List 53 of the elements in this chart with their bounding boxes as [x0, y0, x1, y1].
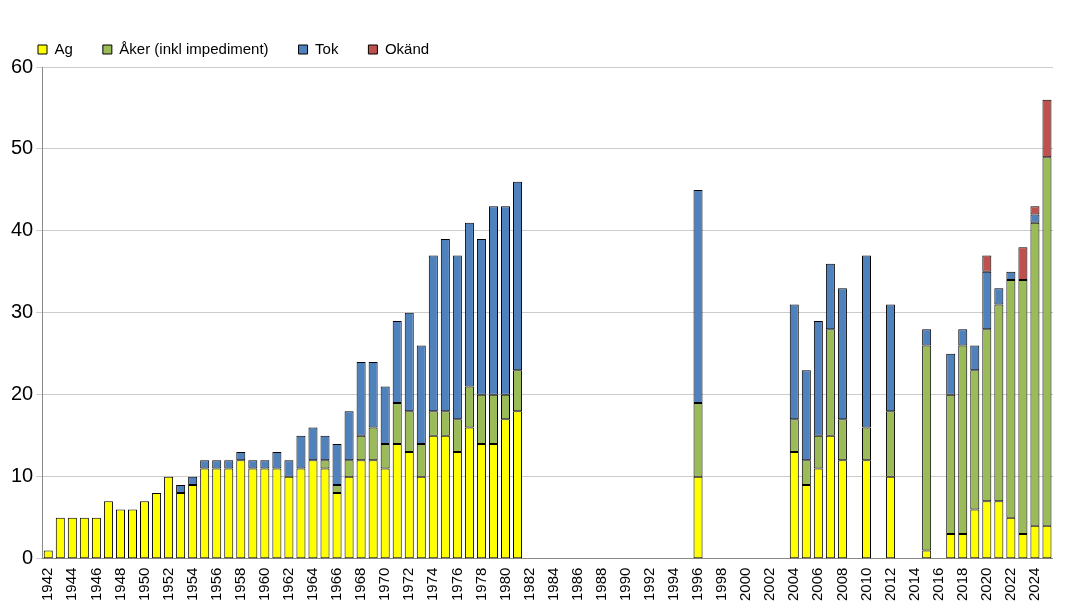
- x-tick-label: 1948: [110, 567, 128, 602]
- y-tick-label: 50: [11, 136, 34, 159]
- x-tick-label: 1944: [62, 567, 80, 602]
- x-tick-label: 2006: [808, 567, 826, 602]
- x-tick-label: 1958: [230, 567, 248, 602]
- x-tick-label: 2008: [832, 567, 850, 602]
- x-tick-label: 1986: [567, 567, 585, 602]
- x-tick-label: 2000: [736, 567, 754, 602]
- x-tick-label: 1954: [182, 567, 200, 602]
- y-tick-label: 60: [11, 54, 34, 77]
- x-tick-label: 1978: [471, 567, 489, 602]
- x-tick-label: 1976: [447, 567, 465, 602]
- y-tick-label: 10: [11, 464, 34, 487]
- x-tick-label: 1980: [495, 567, 513, 602]
- x-tick-label: 1962: [279, 567, 297, 602]
- x-tick-label: 1942: [38, 567, 56, 602]
- x-tick-label: 1988: [591, 567, 609, 602]
- x-tick-label: 2020: [976, 567, 994, 602]
- x-tick-label: 2004: [784, 567, 802, 602]
- y-tick-label: 0: [22, 546, 34, 569]
- x-tick-label: 2002: [760, 567, 778, 602]
- x-tick-label: 2012: [880, 567, 898, 602]
- x-tick-label: 2022: [1001, 567, 1019, 602]
- legend-label: Tok: [315, 39, 339, 57]
- x-tick-label: 1998: [712, 567, 730, 602]
- x-tick-label: 2010: [856, 567, 874, 602]
- x-tick-label: 2016: [928, 567, 946, 602]
- x-tick-label: 2024: [1025, 567, 1043, 602]
- legend-label: Ag: [54, 39, 73, 57]
- x-tick-label: 1946: [86, 567, 104, 602]
- x-tick-label: 1992: [640, 567, 658, 602]
- x-tick-label: 1970: [375, 567, 393, 602]
- legend-label: Okänd: [384, 39, 430, 57]
- x-tick-label: 1966: [327, 567, 345, 602]
- x-tick-label: 1968: [351, 567, 369, 602]
- x-tick-label: 1974: [423, 567, 441, 602]
- x-tick-label: 1994: [664, 567, 682, 602]
- x-tick-label: 1990: [615, 567, 633, 602]
- x-tick-label: 1964: [303, 567, 321, 602]
- x-tick-label: 1984: [543, 567, 561, 602]
- x-tick-label: 1982: [519, 567, 537, 602]
- y-tick-label: 30: [11, 300, 34, 323]
- y-tick-label: 20: [11, 382, 34, 405]
- x-tick-label: 1950: [134, 567, 152, 602]
- x-tick-label: 1952: [158, 567, 176, 602]
- x-tick-label: 1960: [254, 567, 272, 602]
- x-tick-label: 2014: [904, 567, 922, 602]
- x-tick-label: 1956: [206, 567, 224, 602]
- y-tick-label: 40: [11, 218, 34, 241]
- x-tick-label: 1972: [399, 567, 417, 602]
- x-tick-label: 2018: [952, 567, 970, 602]
- x-tick-label: 1996: [688, 567, 706, 602]
- legend-label: Åker (inkl impediment): [119, 39, 269, 57]
